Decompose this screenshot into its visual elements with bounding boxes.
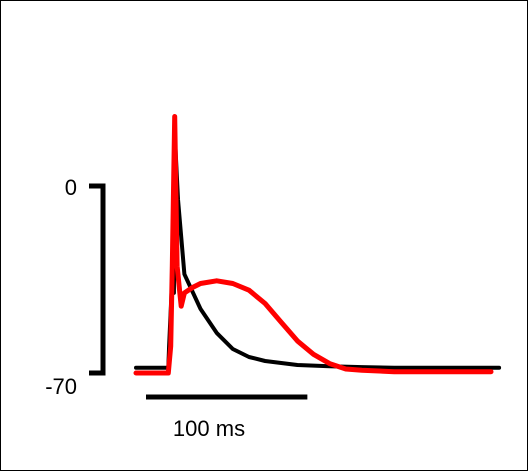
y-scale-bottom-label: -70 bbox=[45, 374, 77, 399]
trace-line-2 bbox=[133, 114, 494, 376]
y-scale-bar bbox=[89, 183, 106, 376]
x-scale-label: 100 ms bbox=[173, 416, 245, 441]
y-scale-top-label: 0 bbox=[65, 175, 77, 200]
trace-line-1 bbox=[134, 130, 502, 370]
